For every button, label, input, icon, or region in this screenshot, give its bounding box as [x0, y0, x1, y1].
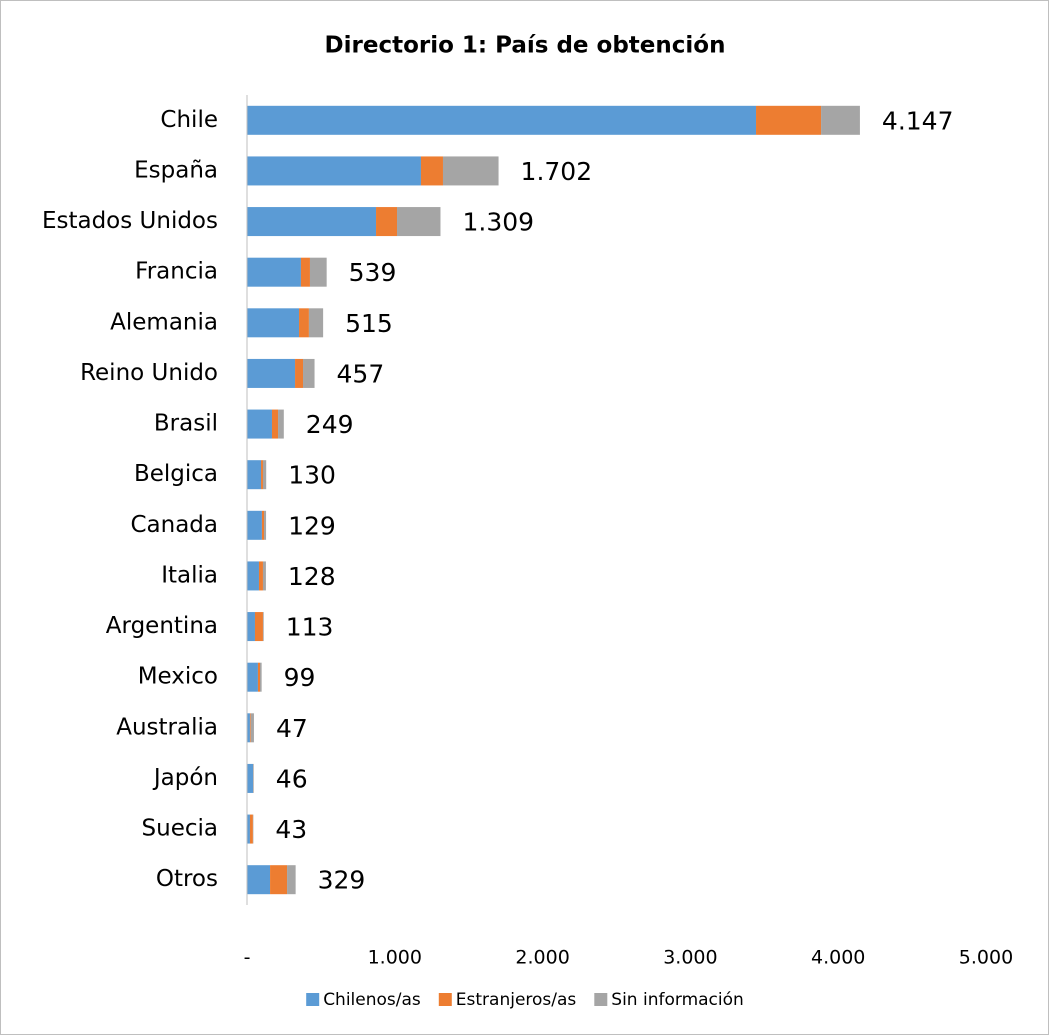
bar-segment — [756, 105, 822, 135]
y-tick-label: Mexico — [138, 664, 218, 690]
y-tick-label: Canada — [130, 512, 218, 538]
total-label: 1.309 — [462, 208, 534, 237]
bar-segment — [247, 156, 421, 186]
legend-swatch — [438, 993, 452, 1006]
bar-segment — [247, 814, 250, 844]
bar-segment — [247, 662, 258, 692]
bar-segment — [397, 207, 441, 237]
total-label: 457 — [337, 359, 385, 388]
total-label: 329 — [318, 866, 366, 895]
bar-segment — [271, 409, 279, 439]
bar-segment — [270, 865, 288, 895]
bar-segment — [262, 561, 266, 591]
y-tick-label: España — [134, 157, 218, 183]
bar-segment — [299, 308, 309, 338]
total-label: 113 — [286, 613, 334, 642]
total-label: 46 — [276, 764, 308, 793]
bar-segment — [308, 308, 324, 338]
y-tick-label: Brasil — [154, 411, 218, 437]
bar-segment — [254, 612, 263, 642]
bar-segment — [250, 713, 254, 743]
y-tick-label: Belgica — [134, 461, 218, 487]
bar-segment — [249, 713, 251, 743]
total-label: 129 — [288, 511, 336, 540]
bar-segment — [263, 510, 267, 540]
total-label: 47 — [276, 714, 308, 743]
bar-segment — [247, 358, 296, 388]
bar-segment — [247, 105, 757, 135]
y-tick-label: Francia — [135, 259, 218, 285]
y-tick-label: Reino Unido — [80, 360, 218, 386]
bar-segment — [278, 409, 284, 439]
x-tick-label: 2.000 — [515, 947, 569, 969]
legend-swatch — [306, 993, 320, 1006]
bar-segment — [420, 156, 443, 186]
bar-segment — [247, 561, 259, 591]
total-label: 4.147 — [882, 106, 954, 135]
total-label: 130 — [288, 461, 336, 490]
total-label: 515 — [345, 309, 393, 338]
x-tick-label: 5.000 — [959, 947, 1013, 969]
bar-segment — [247, 409, 272, 439]
bar-segment — [303, 358, 315, 388]
y-tick-label: Otros — [156, 866, 218, 892]
bar-segment — [247, 257, 301, 287]
bar-segment — [295, 358, 304, 388]
bar-segment — [260, 662, 262, 692]
bar-segment — [261, 510, 264, 540]
legend-label: Chilenos/as — [323, 990, 421, 1010]
x-tick-label: 1.000 — [368, 947, 422, 969]
x-tick-label: 3.000 — [663, 947, 717, 969]
y-tick-label: Estados Unidos — [42, 208, 218, 234]
bar-segment — [249, 814, 253, 844]
total-label: 1.702 — [521, 157, 593, 186]
bar-segment — [253, 763, 254, 793]
y-tick-label: Alemania — [110, 309, 218, 335]
y-tick-label: Australia — [116, 714, 218, 740]
bar-segment — [257, 662, 261, 692]
y-tick-label: Argentina — [106, 613, 218, 639]
y-tick-label: Chile — [160, 107, 218, 133]
bar-segment — [376, 207, 398, 237]
bar-segment — [300, 257, 310, 287]
bar-segment — [247, 460, 262, 490]
legend-swatch — [594, 993, 608, 1006]
bar-segment — [821, 105, 860, 135]
total-label: 539 — [349, 258, 397, 287]
legend-label: Estranjeros/as — [456, 990, 577, 1010]
bar-segment — [247, 207, 377, 237]
bar-segment — [247, 612, 255, 642]
total-label: 128 — [288, 562, 336, 591]
bar-segment — [262, 612, 264, 642]
x-tick-label: 4.000 — [811, 947, 865, 969]
total-label: 43 — [275, 815, 307, 844]
y-tick-label: Japón — [152, 765, 218, 791]
bar-segment — [258, 561, 263, 591]
y-tick-label: Suecia — [142, 816, 218, 842]
total-label: 99 — [284, 663, 316, 692]
bar-segment — [247, 308, 300, 338]
bar-segment — [261, 460, 263, 490]
bar-segment — [247, 713, 250, 743]
bar-segment — [442, 156, 499, 186]
x-tick-label: - — [244, 947, 251, 969]
bar-segment — [247, 510, 262, 540]
bar-segment — [247, 763, 254, 793]
y-tick-label: Italia — [161, 562, 218, 588]
chart-title: Directorio 1: País de obtención — [325, 33, 726, 59]
bar-segment — [309, 257, 327, 287]
bar-segment — [287, 865, 296, 895]
legend-label: Sin información — [611, 990, 744, 1010]
bar-segment — [262, 460, 267, 490]
bar-segment — [247, 865, 271, 895]
total-label: 249 — [306, 410, 354, 439]
